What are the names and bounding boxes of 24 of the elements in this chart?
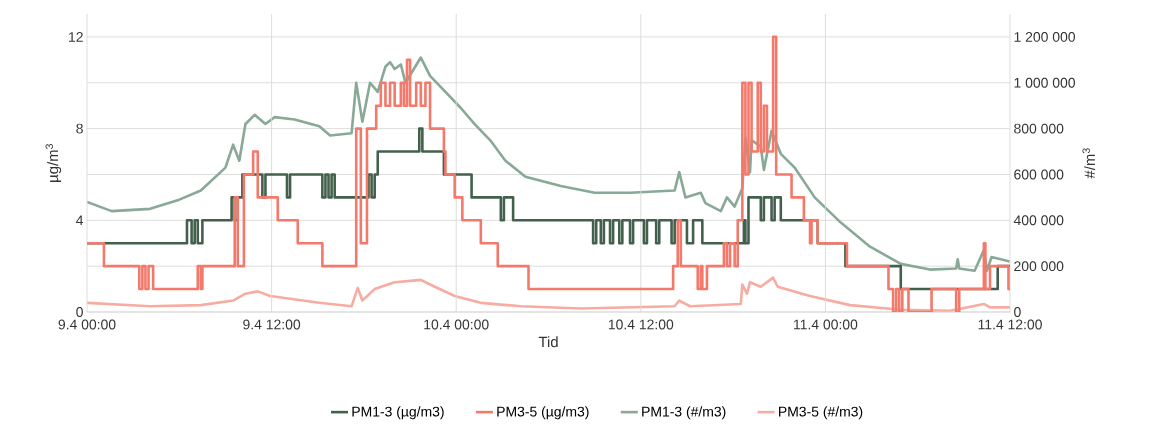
x-tick-label: 9.4 12:00 [243,319,301,330]
y2-tick-label: 600 000 [1014,169,1064,180]
y-tick-label: 0 [76,307,83,317]
x-axis-title: Tid [538,336,558,348]
x-tick-label: 9.4 00:00 [58,319,116,330]
x-tick-label: 11.4 00:00 [794,319,858,330]
x-tick-label: 10.4 12:00 [608,319,674,330]
y2-tick-label: 0 [1014,307,1021,317]
y-tick-label: 12 [69,32,83,42]
y-tick-label: 4 [76,215,84,226]
y-axis-title: µg/m$^{3}$ [45,144,62,182]
y2-tick-label: 800 000 [1014,123,1064,134]
legend-label: PM3-5 (#/m3) [779,406,863,420]
y2-tick-label: 1 200 000 [1014,31,1076,42]
legend-label: PM3-5 (µg/m3) [497,406,589,420]
y2-tick-label: 200 000 [1014,261,1064,272]
legend-label: PM1-3 (#/m3) [642,406,726,420]
legend-label: PM1-3 (µg/m3) [352,406,444,420]
y2-tick-label: 400 000 [1013,215,1064,226]
x-tick-label: 11.4 12:00 [978,319,1042,330]
y2-axis-title: #/m$^{3}$ [1082,148,1096,179]
x-tick-label: 10.4 00:00 [424,319,489,330]
y2-tick-label: 1 000 000 [1014,77,1076,88]
y-tick-label: 8 [76,123,83,134]
